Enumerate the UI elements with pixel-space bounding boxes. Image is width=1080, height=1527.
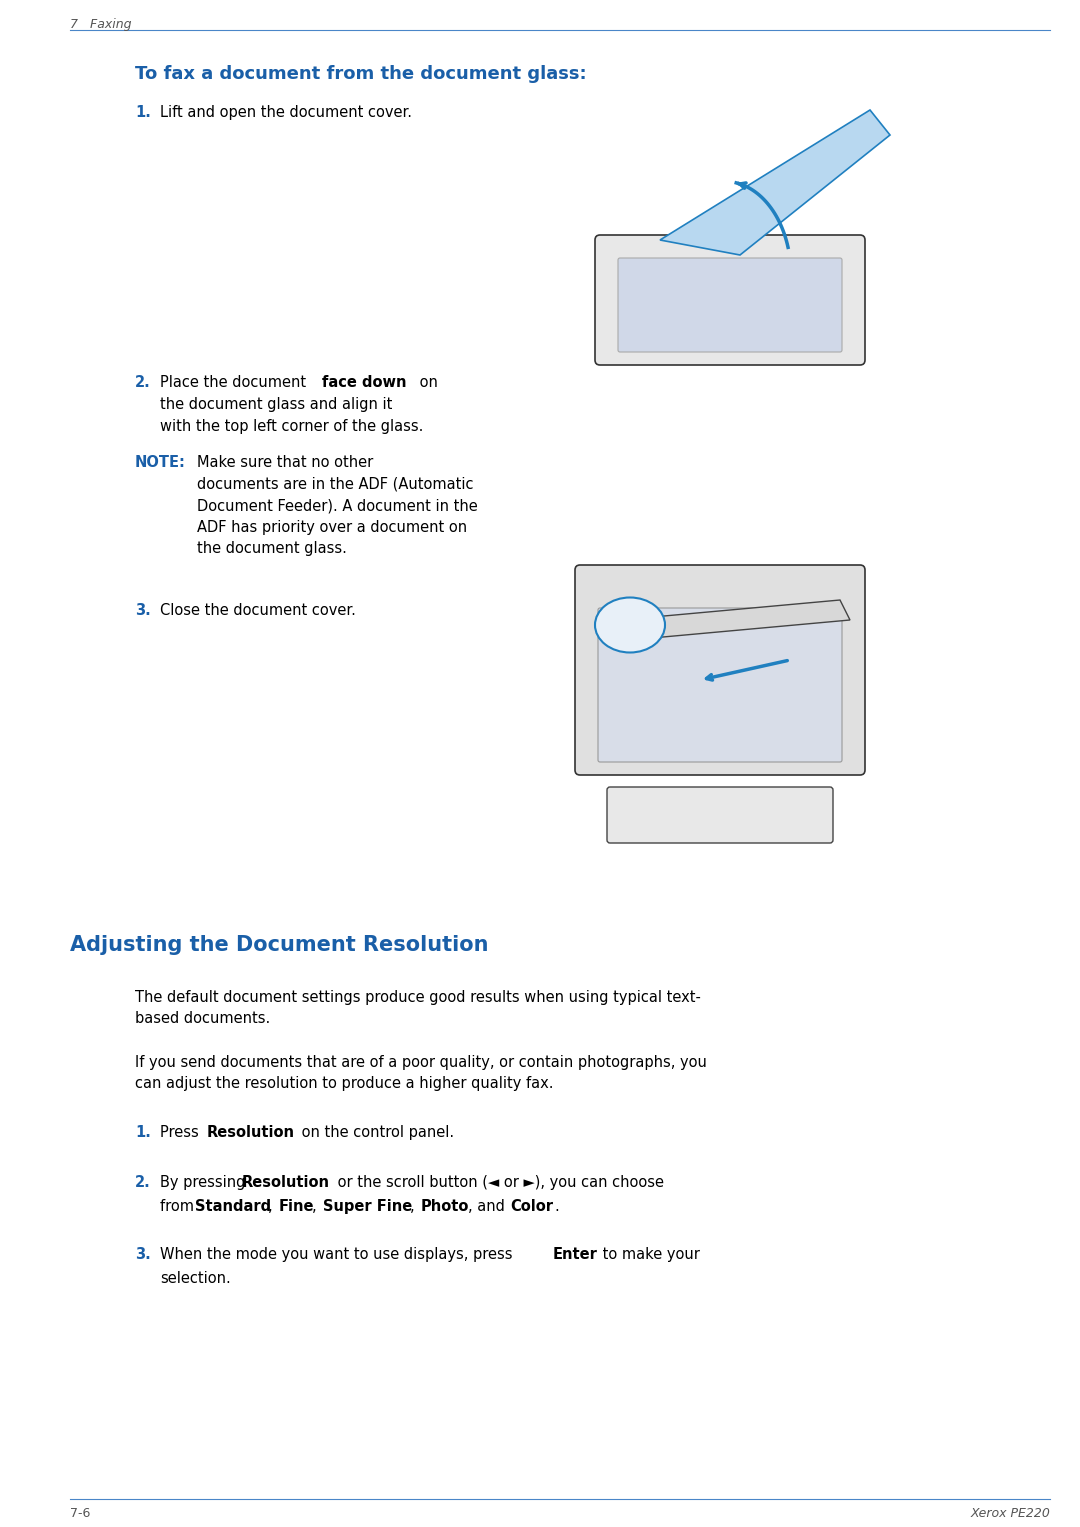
FancyBboxPatch shape <box>607 786 833 843</box>
Text: Lift and open the document cover.: Lift and open the document cover. <box>160 105 411 121</box>
Text: If you send documents that are of a poor quality, or contain photographs, you
ca: If you send documents that are of a poor… <box>135 1055 707 1090</box>
Text: 7-6: 7-6 <box>70 1507 91 1519</box>
Text: When the mode you want to use displays, press: When the mode you want to use displays, … <box>160 1248 517 1261</box>
Text: selection.: selection. <box>160 1270 231 1286</box>
Text: Fine: Fine <box>279 1199 314 1214</box>
FancyBboxPatch shape <box>595 235 865 365</box>
Text: Make sure that no other
documents are in the ADF (Automatic
Document Feeder). A : Make sure that no other documents are in… <box>197 455 477 556</box>
Text: on: on <box>415 376 437 389</box>
Text: ,: , <box>268 1199 278 1214</box>
Text: ,: , <box>410 1199 419 1214</box>
Text: the document glass and align it: the document glass and align it <box>160 397 392 412</box>
Text: By pressing: By pressing <box>160 1174 249 1190</box>
Text: to make your: to make your <box>598 1248 700 1261</box>
Text: 2.: 2. <box>135 1174 151 1190</box>
Text: Press: Press <box>160 1125 203 1141</box>
Text: NOTE:: NOTE: <box>135 455 186 470</box>
Ellipse shape <box>595 597 665 652</box>
Text: , and: , and <box>468 1199 510 1214</box>
Text: 1.: 1. <box>135 105 151 121</box>
Text: Resolution: Resolution <box>242 1174 330 1190</box>
Text: Photo: Photo <box>421 1199 470 1214</box>
Polygon shape <box>620 600 850 640</box>
Text: Standard: Standard <box>195 1199 271 1214</box>
Text: from: from <box>160 1199 199 1214</box>
Text: 7   Faxing: 7 Faxing <box>70 18 132 31</box>
FancyBboxPatch shape <box>575 565 865 776</box>
Text: face down: face down <box>322 376 406 389</box>
Text: Resolution: Resolution <box>207 1125 295 1141</box>
Text: 3.: 3. <box>135 1248 151 1261</box>
Text: Xerox PE220: Xerox PE220 <box>970 1507 1050 1519</box>
Text: or the scroll button (◄ or ►), you can choose: or the scroll button (◄ or ►), you can c… <box>333 1174 664 1190</box>
Text: To fax a document from the document glass:: To fax a document from the document glas… <box>135 66 586 82</box>
Text: Super Fine: Super Fine <box>323 1199 413 1214</box>
Text: with the top left corner of the glass.: with the top left corner of the glass. <box>160 418 423 434</box>
FancyBboxPatch shape <box>598 608 842 762</box>
Text: 3.: 3. <box>135 603 151 618</box>
FancyBboxPatch shape <box>618 258 842 353</box>
Text: Close the document cover.: Close the document cover. <box>160 603 356 618</box>
Text: Adjusting the Document Resolution: Adjusting the Document Resolution <box>70 935 488 954</box>
Text: 1.: 1. <box>135 1125 151 1141</box>
Text: 2.: 2. <box>135 376 151 389</box>
Text: The default document settings produce good results when using typical text-
base: The default document settings produce go… <box>135 989 701 1026</box>
Text: ,: , <box>312 1199 321 1214</box>
Text: Place the document: Place the document <box>160 376 311 389</box>
Text: on the control panel.: on the control panel. <box>297 1125 454 1141</box>
Text: Color: Color <box>510 1199 553 1214</box>
Polygon shape <box>660 110 890 255</box>
Text: Enter: Enter <box>553 1248 598 1261</box>
Text: .: . <box>554 1199 558 1214</box>
